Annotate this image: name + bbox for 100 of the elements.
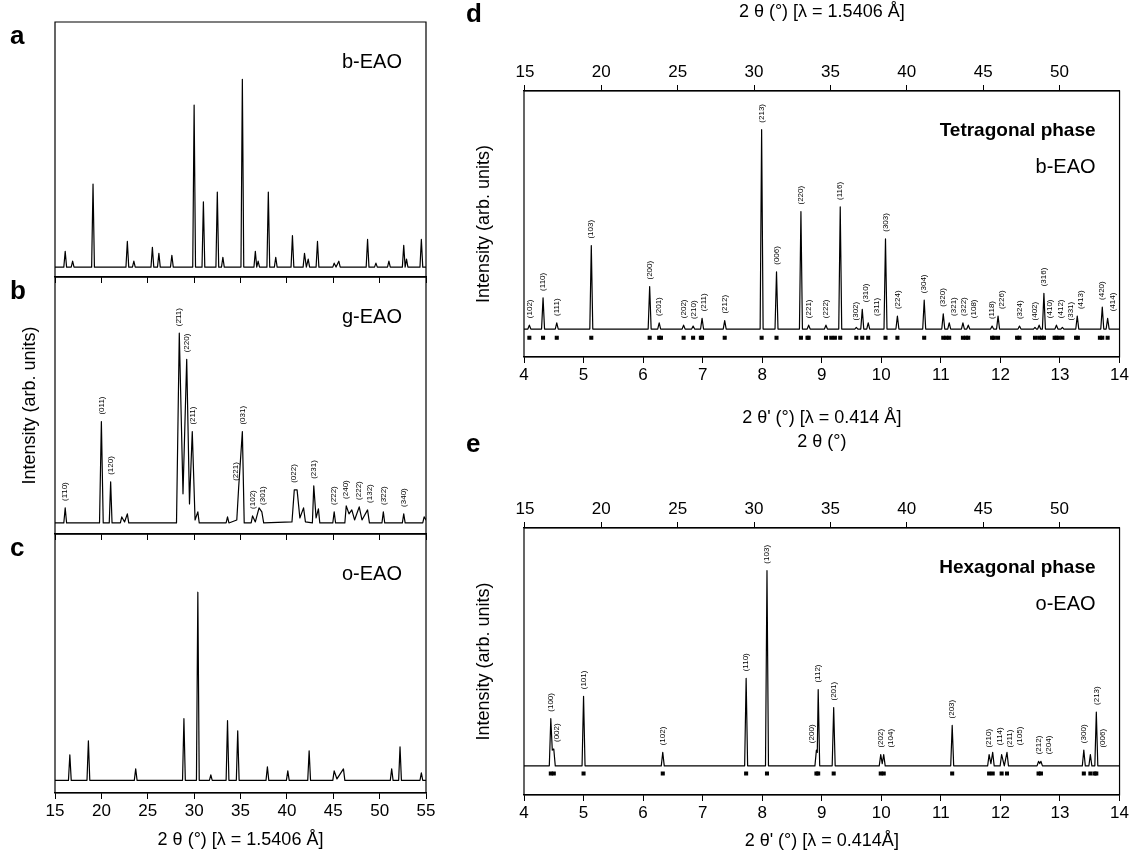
annotation: (132) <box>364 483 374 503</box>
annotation: (412) <box>1055 299 1065 319</box>
annotation: (222) <box>821 299 831 319</box>
annotation: (402) <box>1030 301 1040 321</box>
annotation: (200) <box>644 260 654 280</box>
x-tick-label: 15 <box>45 800 65 820</box>
x-tick-label: 11 <box>932 364 950 384</box>
annotation: (103) <box>762 544 772 564</box>
x-tick-label: 7 <box>697 802 708 822</box>
annotation: (304) <box>919 274 929 294</box>
x-tick-label: 45 <box>323 800 343 820</box>
annotation: (110) <box>741 652 751 672</box>
annotation: (105) <box>1015 726 1025 746</box>
annotation: (213) <box>756 103 766 123</box>
x-tick-label: 13 <box>1050 802 1070 822</box>
x-tick-label: 12 <box>990 364 1010 384</box>
annotation: (331) <box>1066 301 1076 321</box>
x-tick-label: 5 <box>578 364 589 384</box>
x-tick-label: 55 <box>416 800 436 820</box>
x2-tick-label: 50 <box>1050 62 1069 82</box>
annotation: b-EAO <box>1035 154 1096 177</box>
annotation: (211) <box>1004 729 1014 748</box>
x-tick-label: 13 <box>1050 364 1070 384</box>
annotation: (100) <box>546 692 555 712</box>
x2-tick-label: 35 <box>820 62 840 82</box>
x-tick-label: 10 <box>871 364 891 384</box>
x-tick-label: 8 <box>757 364 767 384</box>
annotation: (322) <box>959 296 969 316</box>
x-tick-label: 5 <box>578 802 589 822</box>
x2-tick-label: 20 <box>591 499 611 519</box>
x2-tick-label: 20 <box>591 62 611 82</box>
annotation: (201) <box>654 296 664 316</box>
annotation: (220) <box>796 185 806 205</box>
x2-tick-label: 35 <box>820 499 840 519</box>
annotation: (201) <box>828 681 838 701</box>
annotation: (102) <box>657 726 667 746</box>
annotation: (340) <box>398 487 408 507</box>
annotation: (111) <box>551 298 561 316</box>
annotation: (022) <box>289 463 299 483</box>
annotation: (202) <box>875 728 885 748</box>
x2-tick-label: 25 <box>668 62 688 82</box>
x-tick-label: 30 <box>184 800 204 820</box>
annotation: (212) <box>719 294 729 314</box>
annotation: (103) <box>586 219 596 239</box>
y-axis-title: Intensity (arb. units) <box>18 326 39 485</box>
x-tick-label: 9 <box>817 802 827 822</box>
annotation: (414) <box>1107 292 1117 312</box>
annotation: (240) <box>341 479 351 499</box>
x2-tick-label: 30 <box>744 499 764 519</box>
x-tick-label: 9 <box>817 364 827 384</box>
chart-title: d <box>466 0 482 29</box>
annotation: (3̄22) <box>378 485 388 505</box>
chart-title: b <box>10 275 26 306</box>
annotation: (410) <box>1045 299 1055 319</box>
text: b-EAO <box>341 49 402 72</box>
x-tick-label: 12 <box>990 802 1010 822</box>
annotation: Tetragonal phase <box>939 118 1096 140</box>
x-axis-title: 2 θ (°) [λ = 1.5406 Å] <box>157 829 324 850</box>
text: o-EAO <box>341 561 402 584</box>
annotation: (210) <box>984 728 994 748</box>
annotation: (324) <box>1014 300 1024 320</box>
annotation: (311) <box>871 297 881 316</box>
x-tick-label: 35 <box>231 800 250 820</box>
annotation: (300) <box>1079 724 1089 744</box>
annotation: (200) <box>807 724 817 744</box>
annotation: (110) <box>538 272 548 291</box>
annotation: (112) <box>813 664 823 683</box>
chart-title: c <box>10 532 25 563</box>
annotation: (002) <box>552 722 562 742</box>
annotation: (226) <box>997 290 1007 310</box>
annotation: (031) <box>237 405 247 425</box>
annotation: (104) <box>886 728 896 748</box>
annotation: (114) <box>994 726 1004 746</box>
annotation: (220) <box>181 333 191 353</box>
annotation: (202) <box>678 299 688 319</box>
annotation: (302) <box>851 301 861 321</box>
x-tick-label: 14 <box>1110 364 1130 384</box>
annotation: (303) <box>880 212 890 232</box>
chart-title: e <box>466 428 481 459</box>
x-tick-label: 40 <box>277 800 297 820</box>
annotation: (413) <box>1076 290 1086 310</box>
x-tick-label: 6 <box>638 802 648 822</box>
x-tick-label: 6 <box>638 364 648 384</box>
annotation: (231) <box>308 459 318 479</box>
x2-tick-label: 45 <box>973 499 993 519</box>
x2-tick-label: 40 <box>897 499 917 519</box>
annotation: (211) <box>699 292 709 312</box>
annotation: (006) <box>1097 728 1107 748</box>
annotation: (221) <box>803 299 813 319</box>
annotation: (310) <box>861 283 871 303</box>
x2-axis-title: 2 θ (°) [λ = 1.5406 Å] <box>738 0 905 21</box>
annotation: Hexagonal phase <box>939 555 1096 577</box>
x2-tick-label: 50 <box>1050 499 1069 519</box>
y-axis-title: Intensity (arb. units) <box>472 144 493 304</box>
x-tick-label: 11 <box>932 802 950 822</box>
annotation: (301) <box>258 485 268 505</box>
annotation: (212) <box>1033 735 1043 755</box>
x2-tick-label: 25 <box>668 499 688 519</box>
annotation: (2̄22) <box>329 485 339 505</box>
annotation: (221) <box>231 461 241 481</box>
